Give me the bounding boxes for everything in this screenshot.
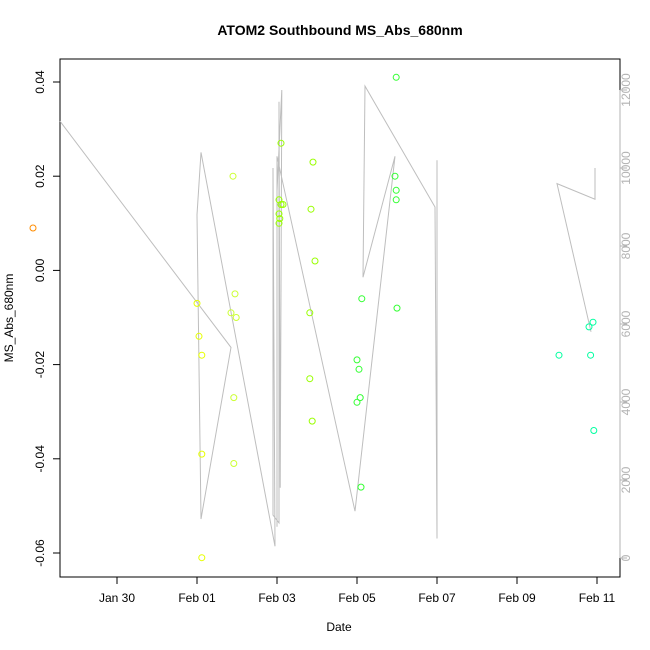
data-point (230, 394, 238, 402)
data-point (276, 215, 284, 223)
data-point (193, 299, 201, 307)
data-point (275, 210, 283, 218)
data-point (227, 309, 235, 317)
data-point (590, 427, 598, 434)
plot-frame (59, 58, 621, 578)
depth-line (556, 168, 596, 332)
x-tick-label: Feb 05 (338, 591, 376, 605)
data-point (391, 172, 399, 180)
data-point (232, 314, 240, 321)
data-point (198, 554, 206, 562)
y-tick-label: 0.00 (33, 258, 47, 282)
y2-tick-label: 8000 (619, 232, 633, 259)
x-tick-label: Feb 09 (498, 591, 536, 605)
data-point (275, 196, 283, 204)
data-point (198, 351, 206, 359)
data-point (393, 304, 401, 312)
data-point (306, 375, 314, 383)
data-point (392, 73, 400, 81)
x-tick-label: Feb 11 (579, 591, 616, 605)
data-point (589, 318, 597, 326)
y2-tick-label: 12000 (619, 73, 633, 107)
data-point (277, 139, 285, 147)
data-point (587, 351, 595, 359)
y-tick-label: -0.06 (33, 539, 47, 567)
data-point (307, 205, 315, 213)
y2-tick-label: 6000 (619, 310, 633, 337)
data-point (356, 394, 364, 402)
depth-line (59, 84, 438, 547)
x-axis: Jan 30 Feb 01 Feb 03 Feb 05 Feb 07 Feb 09 Feb … (99, 577, 616, 605)
y-axis: -0.06 -0.04 -0.02 0.00 0.02 0.04 (33, 70, 60, 567)
data-point (29, 224, 37, 232)
x-tick-label: Feb 03 (258, 591, 296, 605)
data-point (308, 417, 316, 425)
x-axis-label: Date (326, 620, 352, 634)
data-point (231, 290, 239, 298)
y2-axis-right: 0 2000 4000 6000 8000 10000 12000 (619, 73, 633, 561)
data-point (392, 186, 400, 194)
data-point (309, 158, 317, 166)
data-point (355, 365, 363, 373)
data-point (279, 201, 287, 208)
data-point (353, 356, 361, 364)
data-point (306, 309, 314, 317)
data-point (555, 351, 563, 359)
y2-tick-label: 10000 (619, 151, 633, 185)
data-point (357, 483, 365, 491)
data-point (198, 450, 206, 458)
x-tick-label: Feb 01 (178, 591, 216, 605)
y2-tick-label: 2000 (619, 466, 633, 493)
depth-line-series (59, 84, 596, 547)
data-point (585, 323, 593, 331)
y2-tick-label: 0 (619, 554, 633, 561)
data-point (195, 332, 203, 340)
absorbance-points (29, 73, 598, 562)
y-tick-label: 0.02 (33, 164, 47, 188)
data-point (311, 257, 319, 265)
data-point (275, 219, 283, 227)
data-point (277, 201, 285, 208)
data-point (353, 398, 361, 406)
x-tick-label: Jan 30 (99, 591, 135, 605)
data-point (392, 196, 400, 204)
y-tick-label: 0.04 (33, 70, 47, 94)
data-point (230, 460, 238, 467)
y-tick-label: -0.04 (33, 445, 47, 473)
y2-tick-label: 4000 (619, 388, 633, 415)
data-point (229, 172, 237, 180)
y-tick-label: -0.02 (33, 351, 47, 379)
y-axis-label: MS_Abs_680nm (2, 274, 16, 363)
data-point (358, 295, 366, 303)
chart-title: ATOM2 Southbound MS_Abs_680nm (217, 22, 462, 38)
x-tick-label: Feb 07 (418, 591, 456, 605)
